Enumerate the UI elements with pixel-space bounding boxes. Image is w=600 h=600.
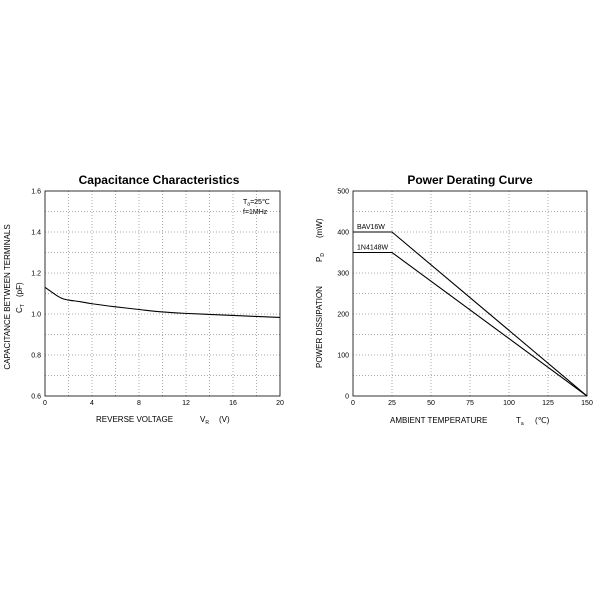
power-y-unit: (mW) xyxy=(315,218,324,238)
power-x-symbol: Ta xyxy=(516,416,524,427)
c2-y-tick-label: 0 xyxy=(345,394,349,401)
c1-x-tick-label: 16 xyxy=(229,400,237,407)
power-grid xyxy=(353,191,587,396)
c1-x-tick-label: 4 xyxy=(90,400,94,407)
capacitance-chart-title: Capacitance Characteristics xyxy=(79,173,240,187)
c1-y-tick-label: 0.8 xyxy=(31,353,41,360)
c2-x-tick-label: 0 xyxy=(351,400,355,407)
power-y-label: POWER DISSIPATION xyxy=(315,286,324,368)
capacitance-y-ticks: 0.6 0.8 1.0 1.2 1.4 1.6 xyxy=(31,189,41,401)
c1-x-tick-label: 12 xyxy=(182,400,190,407)
c2-series-label-1: 1N4148W xyxy=(357,245,389,252)
c1-y-tick-label: 1.2 xyxy=(31,271,41,278)
c2-x-tick-label: 50 xyxy=(427,400,435,407)
c1-x-tick-label: 0 xyxy=(43,400,47,407)
c1-x-tick-label: 20 xyxy=(276,400,284,407)
capacitance-plot-frame xyxy=(44,190,281,397)
capacitance-chart: Capacitance Characteristics 0.6 0.8 1.0 1.2… xyxy=(3,173,284,426)
c2-series-label-0: BAV16W xyxy=(357,224,385,231)
capacitance-annotation-temp: Ta=25℃ xyxy=(243,199,270,208)
capacitance-grid xyxy=(45,191,280,396)
power-plot-frame xyxy=(352,190,588,397)
capacitance-x-ticks: 0 4 8 12 16 20 xyxy=(43,400,284,407)
c2-y-tick-label: 200 xyxy=(337,312,349,319)
power-series xyxy=(353,231,588,397)
power-chart-title: Power Derating Curve xyxy=(407,173,533,187)
capacitance-y-symbol: CT xyxy=(15,304,26,313)
c1-series-line-0 xyxy=(44,286,281,319)
c1-y-tick-label: 1.4 xyxy=(31,230,41,237)
power-derating-chart: Power Derating Curve 0 100 200 300 400 500 0 2… xyxy=(315,173,593,427)
capacitance-y-label: CAPACITANCE BETWEEN TERMINALS xyxy=(3,224,12,369)
c2-series-line-0 xyxy=(353,231,588,397)
c2-x-tick-label: 125 xyxy=(542,400,554,407)
c1-y-tick-label: 1.0 xyxy=(31,312,41,319)
power-y-symbol: PD xyxy=(315,253,326,262)
power-series-labels: BAV16W 1N4148W xyxy=(357,224,389,252)
c2-y-tick-label: 100 xyxy=(337,353,349,360)
c1-y-tick-label: 0.6 xyxy=(31,394,41,401)
c2-series-line-1 xyxy=(353,251,588,397)
c1-y-tick-label: 1.6 xyxy=(31,189,41,196)
power-x-label: AMBIENT TEMPERATURE xyxy=(390,416,487,425)
capacitance-annotation-freq: f=1MHz xyxy=(243,209,268,216)
c2-x-tick-label: 150 xyxy=(581,400,593,407)
c1-x-tick-label: 8 xyxy=(137,400,141,407)
power-x-ticks: 0 25 50 75 100 125 150 xyxy=(351,400,593,407)
power-x-unit: (℃) xyxy=(535,416,550,425)
capacitance-series xyxy=(44,286,281,319)
capacitance-x-label: REVERSE VOLTAGE xyxy=(96,415,173,424)
power-y-ticks: 0 100 200 300 400 500 xyxy=(337,189,349,401)
capacitance-x-symbol: VR xyxy=(200,415,209,426)
c2-x-tick-label: 100 xyxy=(503,400,515,407)
c2-y-tick-label: 500 xyxy=(337,189,349,196)
capacitance-x-unit: (V) xyxy=(219,415,230,424)
c2-y-tick-label: 400 xyxy=(337,230,349,237)
c2-y-tick-label: 300 xyxy=(337,271,349,278)
capacitance-y-unit: (pF) xyxy=(15,282,24,297)
c2-x-tick-label: 25 xyxy=(388,400,396,407)
c2-x-tick-label: 75 xyxy=(466,400,474,407)
